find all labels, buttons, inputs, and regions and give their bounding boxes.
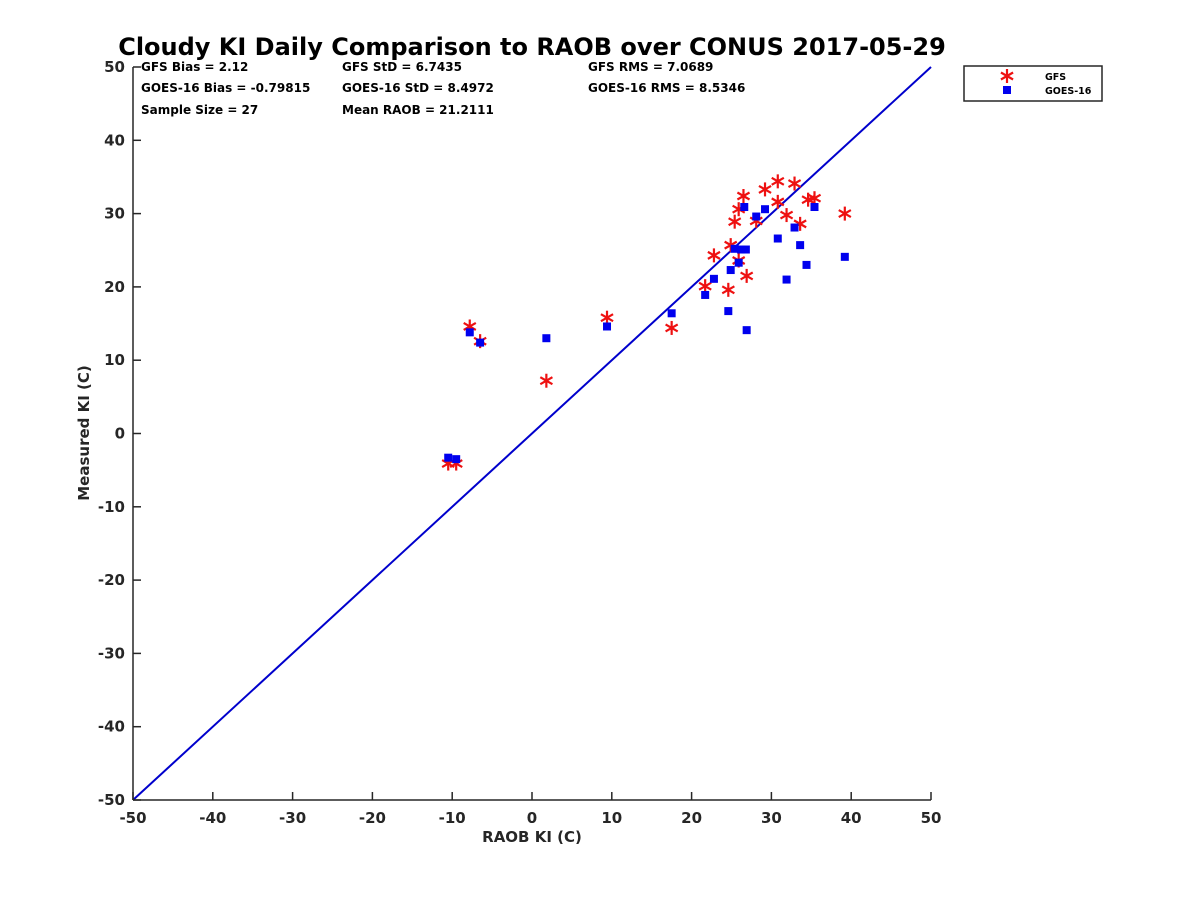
stat-annotation: GFS RMS = 7.0689 — [588, 60, 713, 74]
y-tick-label: 30 — [104, 205, 125, 223]
goes-16-point — [742, 326, 751, 335]
series-goes-16 — [444, 203, 849, 464]
goes-16-point — [730, 244, 739, 253]
gfs-point — [771, 174, 785, 189]
y-tick-label: 40 — [104, 131, 125, 149]
gfs-point — [698, 279, 712, 294]
goes-16-point — [452, 455, 461, 464]
legend-goes-16-marker — [1003, 86, 1011, 94]
goes-16-point — [476, 338, 485, 347]
stat-annotation: GOES-16 Bias = -0.79815 — [141, 81, 310, 95]
stat-annotation: GFS Bias = 2.12 — [141, 60, 248, 74]
gfs-point — [728, 214, 742, 229]
x-tick-label: 50 — [921, 809, 942, 827]
gfs-point — [787, 176, 802, 191]
x-tick-label: 40 — [841, 809, 862, 827]
y-tick-label: 50 — [104, 58, 125, 76]
goes-16-point — [734, 258, 743, 267]
x-tick-label: -10 — [439, 809, 466, 827]
legend-gfs-marker — [1000, 69, 1014, 83]
gfs-point — [779, 208, 794, 223]
y-tick-label: -20 — [98, 571, 125, 589]
y-tick-label: 10 — [104, 351, 125, 369]
x-tick-label: -30 — [279, 809, 306, 827]
goes-16-point — [724, 307, 733, 316]
legend-goes-16-label: GOES-16 — [1045, 86, 1092, 97]
goes-16-point — [709, 274, 718, 283]
stats-annotations: GFS Bias = 2.12 GFS StD = 6.7435 GFS RMS =… — [141, 60, 745, 117]
goes-16-point — [802, 260, 811, 269]
one-to-one-line — [132, 66, 932, 801]
goes-16-point — [740, 203, 749, 212]
y-tick-label: 20 — [104, 278, 125, 296]
gfs-point — [740, 268, 754, 283]
goes-16-point — [741, 245, 750, 254]
stat-annotation: GFS StD = 6.7435 — [342, 60, 462, 74]
stat-annotation: GOES-16 StD = 8.4972 — [342, 81, 494, 95]
stat-annotation: GOES-16 RMS = 8.5346 — [588, 81, 745, 95]
y-tick-label: -50 — [98, 791, 125, 809]
x-tick-label: -40 — [199, 809, 226, 827]
gfs-point — [807, 191, 822, 206]
gfs-point — [600, 310, 614, 325]
goes-16-point — [752, 212, 761, 221]
legend-box — [963, 65, 1103, 102]
goes-16-point — [790, 223, 799, 232]
goes-16-point — [726, 266, 735, 275]
goes-16-point — [840, 252, 849, 261]
gfs-point — [771, 194, 785, 209]
data-points — [441, 174, 852, 471]
x-axis-label: RAOB KI (C) — [482, 828, 582, 846]
gfs-point — [707, 248, 721, 263]
x-tick-label: -50 — [119, 809, 146, 827]
y-tick-label: 0 — [115, 425, 125, 443]
gfs-point — [758, 182, 772, 197]
gfs-point — [736, 189, 751, 204]
axes-layer — [132, 66, 932, 801]
y-tick-labels: 50 40 30 20 10 0 -10 -20 -30 -40 -50 — [98, 58, 125, 809]
x-tick-label: -20 — [359, 809, 386, 827]
y-tick-label: -30 — [98, 644, 125, 662]
goes-16-point — [737, 245, 746, 254]
goes-16-point — [603, 322, 612, 331]
chart-title: Cloudy KI Daily Comparison to RAOB over … — [118, 33, 946, 61]
goes-16-point — [444, 453, 453, 462]
x-tick-labels: -50 -40 -30 -20 -10 0 10 20 30 40 50 — [119, 809, 941, 827]
y-tick-label: -40 — [98, 718, 125, 736]
stat-annotation: Sample Size = 27 — [141, 103, 258, 117]
goes-16-point — [465, 328, 474, 337]
goes-16-point — [761, 205, 770, 214]
gfs-point — [539, 373, 553, 388]
reference-line-layer — [132, 66, 932, 801]
stat-annotation: Mean RAOB = 21.2111 — [342, 103, 494, 117]
legend: GFS GOES-16 — [963, 65, 1103, 102]
x-tick-label: 0 — [527, 809, 537, 827]
goes-16-point — [782, 275, 791, 284]
goes-16-point — [810, 203, 819, 212]
goes-16-point — [667, 309, 676, 318]
x-tick-label: 20 — [681, 809, 702, 827]
goes-16-point — [796, 241, 805, 250]
y-axis-label: Measured KI (C) — [75, 365, 93, 501]
y-tick-label: -10 — [98, 498, 125, 516]
goes-16-point — [542, 334, 551, 343]
x-tick-label: 10 — [601, 809, 622, 827]
gfs-point — [665, 320, 679, 335]
gfs-point — [838, 206, 852, 221]
series-gfs — [441, 174, 852, 471]
goes-16-point — [773, 234, 782, 243]
goes-16-point — [701, 290, 710, 299]
x-tick-label: 30 — [761, 809, 782, 827]
gfs-point — [721, 282, 735, 297]
legend-gfs-label: GFS — [1045, 72, 1066, 83]
